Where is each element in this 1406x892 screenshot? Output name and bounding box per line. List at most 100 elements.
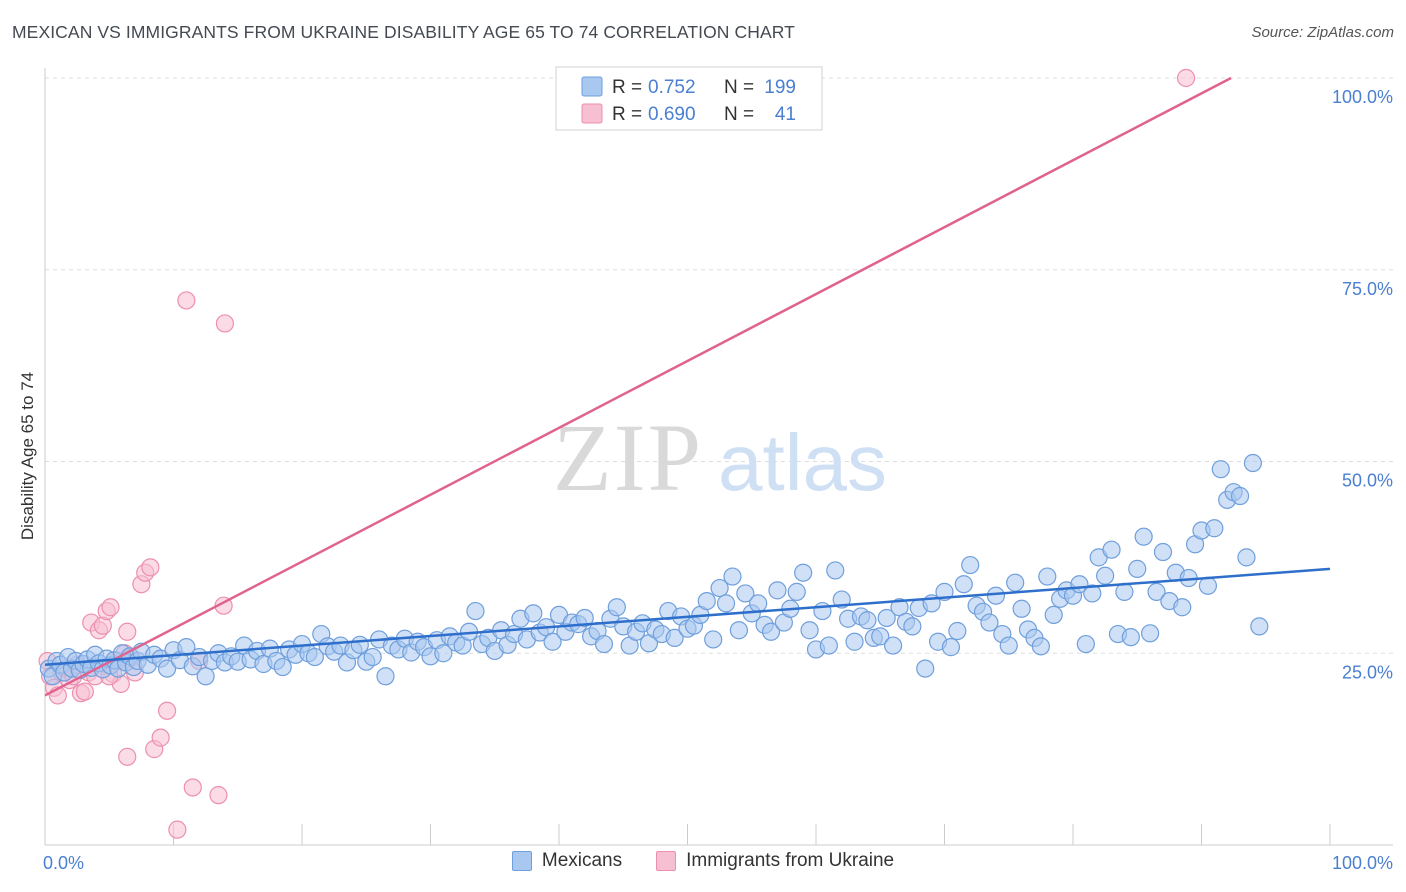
legend-swatch-ukraine <box>581 103 603 124</box>
x-tick-label-1: 100.0% <box>1332 853 1393 873</box>
mexicans-point-197 <box>1243 453 1263 473</box>
mexicans-point-191 <box>1205 519 1224 538</box>
mexicans-point-178 <box>1121 628 1140 647</box>
mexicans-point-123 <box>768 581 787 600</box>
source-label: Source: ZipAtlas.com <box>1251 24 1394 41</box>
mexicans-point-174 <box>1096 566 1115 585</box>
x-tick-label-0: 0.0% <box>43 853 84 873</box>
mexicans-point-166 <box>1044 605 1063 625</box>
legend-item-mexicans[interactable]: Mexicans <box>511 850 623 872</box>
mexicans-point-34 <box>196 667 215 686</box>
y-axis-label: Disability Age 65 to 74 <box>18 372 37 540</box>
mexicans-point-171 <box>1076 634 1095 654</box>
ukraine-point-33 <box>183 778 202 797</box>
ukraine-point-10 <box>75 682 94 701</box>
mexicans-point-157 <box>986 586 1006 605</box>
chart-title: MEXICAN VS IMMIGRANTS FROM UKRAINE DISAB… <box>12 22 795 42</box>
mexicans-point-146 <box>916 659 935 678</box>
mexicans-point-117 <box>729 621 749 640</box>
mexicans-point-181 <box>1140 624 1160 643</box>
ukraine-point-17 <box>101 598 120 617</box>
mexicans-point-140 <box>877 608 896 628</box>
mexicans-point-182 <box>1147 582 1166 601</box>
mexicans-point-51 <box>305 647 324 667</box>
mexicans-point-150 <box>941 638 961 657</box>
mexicans-point-113 <box>704 630 723 649</box>
legend-n-label-1: N = <box>724 104 754 125</box>
legend-n-label-0: N = <box>724 77 754 98</box>
mexicans-point-159 <box>999 636 1018 655</box>
legend-label-mexicans: Mexicans <box>541 850 623 871</box>
axes <box>44 68 1393 846</box>
mexicans-point-135 <box>845 632 864 651</box>
mexicans-point-96 <box>594 634 614 654</box>
mexicans-point-137 <box>858 611 877 630</box>
legend-swatch-mexicans <box>581 76 603 97</box>
ukraine-point-40 <box>1176 68 1196 88</box>
mexicans-point-186 <box>1173 598 1192 617</box>
legend-n-value-0: 199 <box>764 77 796 98</box>
mexicans-point-127 <box>794 563 813 582</box>
mexicans-point-116 <box>723 567 742 586</box>
mexicans-point-141 <box>883 636 903 655</box>
mexicans-point-160 <box>1006 573 1025 592</box>
mexicans-point-76 <box>466 601 485 621</box>
mexicans-point-128 <box>800 621 819 640</box>
gridlines <box>45 77 1393 654</box>
mexicans-point-85 <box>524 604 543 623</box>
mexicans-point-88 <box>543 632 562 651</box>
ukraine-point-31 <box>168 820 187 839</box>
mexicans-point-183 <box>1153 542 1173 562</box>
mexicans-point-93 <box>575 608 594 628</box>
mexicans-point-62 <box>376 667 395 686</box>
mexicans-point-98 <box>607 598 626 617</box>
mexicans-point-177 <box>1115 582 1134 601</box>
ukraine-point-36 <box>215 314 234 333</box>
mexicans-point-58 <box>350 635 369 654</box>
mexicans-point-28 <box>157 659 177 678</box>
mexicans-point-122 <box>761 622 781 641</box>
series-legend: Mexicans Immigrants from Ukraine <box>0 850 1406 872</box>
y-tick-label-3: 100.0% <box>1332 87 1393 107</box>
legend-r-value-0: 0.752 <box>648 77 696 98</box>
mexicans-point-115 <box>716 594 736 613</box>
ukraine-point-30 <box>157 701 177 720</box>
y-tick-label-2: 75.0% <box>1342 279 1393 299</box>
mexicans-point-31 <box>177 638 196 657</box>
mexicans-point-46 <box>273 657 292 677</box>
mexicans-point-153 <box>961 555 980 575</box>
mexicans-point-107 <box>665 628 684 648</box>
mexicans-point-164 <box>1031 637 1050 656</box>
trend-lines <box>44 76 1331 697</box>
mexicans-point-195 <box>1230 486 1250 506</box>
ukraine-point-38 <box>118 747 137 766</box>
mexicans-point-152 <box>954 575 973 594</box>
mexicans-point-192 <box>1211 460 1230 479</box>
legend-item-ukraine[interactable]: Immigrants from Ukraine <box>656 850 894 872</box>
mexicans-point-190 <box>1198 576 1218 595</box>
legend-label-ukraine: Immigrants from Ukraine <box>686 850 895 871</box>
ukraine-point-22 <box>118 622 137 641</box>
y-tick-label-1: 50.0% <box>1342 471 1393 491</box>
legend-r-label-1: R = <box>612 104 642 125</box>
mexicans-point-161 <box>1012 599 1031 618</box>
ukraine-point-32 <box>177 291 196 310</box>
legend-r-label-0: R = <box>612 77 642 98</box>
mexicans-point-180 <box>1134 527 1153 546</box>
y-tick-label-0: 25.0% <box>1342 662 1393 682</box>
mexicans-point-139 <box>871 627 890 646</box>
mexicans-point-132 <box>826 561 845 580</box>
mexicans-point-71 <box>434 644 453 663</box>
mexicans-point-196 <box>1237 548 1256 567</box>
mexicans-point-144 <box>903 617 922 636</box>
legend-n-value-1: 41 <box>775 104 796 125</box>
mexicans-point-60 <box>363 647 382 667</box>
legend-key-ukraine <box>656 851 677 871</box>
mexicans-point-175 <box>1102 540 1121 559</box>
mexicans-point-112 <box>697 591 716 611</box>
tick-labels: 25.0% 50.0% 75.0% 100.0% 0.0% 100.0% <box>43 87 1393 873</box>
ukraine-trend-line <box>44 76 1232 697</box>
mexicans-point-131 <box>819 636 838 655</box>
mexicans-point-118 <box>736 584 755 603</box>
